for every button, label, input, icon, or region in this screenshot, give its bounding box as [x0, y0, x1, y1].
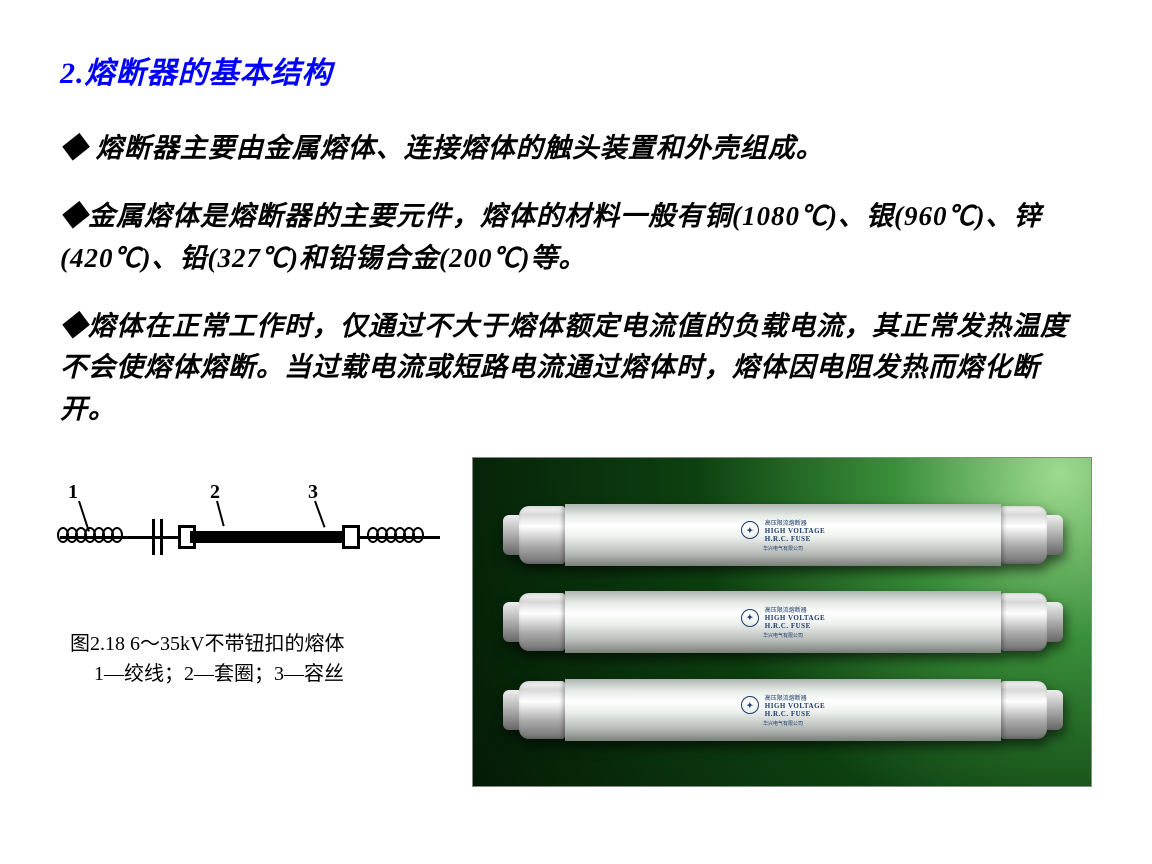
diagram-collar-right [342, 525, 360, 549]
fuse-tube-1: ✦ 高压限流熔断器 HIGH VOLTAGE H.R.C. FUSE 华兴电气有… [503, 502, 1063, 568]
fuse-cap-left [519, 593, 565, 651]
diagram-coil-right [370, 527, 440, 547]
fuse-cap-right [1001, 593, 1047, 651]
section-title: 2.熔断器的基本结构 [60, 48, 1092, 92]
fuse-cap-left [519, 506, 565, 564]
fuse-body: ✦ 高压限流熔断器 HIGH VOLTAGE H.R.C. FUSE 华兴电气有… [565, 591, 1001, 653]
fuse-tip-left [503, 515, 519, 555]
diagram-fuse-wire [190, 531, 350, 543]
caption-line-1: 图2.18 6～35kV不带钮扣的熔体 [70, 629, 452, 659]
fuse-label-en1: HIGH VOLTAGE [765, 527, 825, 535]
fuse-photo: ✦ 高压限流熔断器 HIGH VOLTAGE H.R.C. FUSE 华兴电气有… [472, 457, 1092, 787]
diagram-caption: 图2.18 6～35kV不带钮扣的熔体 1—绞线；2—套圈；3—容丝 [60, 629, 452, 689]
fuse-logo-icon: ✦ [741, 696, 759, 714]
fuse-label-maker: 华兴电气有限公司 [763, 632, 803, 639]
fuse-logo-icon: ✦ [741, 609, 759, 627]
fuse-label-en2: H.R.C. FUSE [765, 535, 825, 543]
fuse-tip-right [1047, 690, 1063, 730]
fuse-label-maker: 华兴电气有限公司 [763, 720, 803, 727]
paragraph-2: ◆金属熔体是熔断器的主要元件，熔体的材料一般有铜(1080℃)、银(960℃)、… [60, 196, 1092, 280]
fuse-tube-2: ✦ 高压限流熔断器 HIGH VOLTAGE H.R.C. FUSE 华兴电气有… [503, 589, 1063, 655]
slide-container: 2.熔断器的基本结构 ◆ 熔断器主要由金属熔体、连接熔体的触头装置和外壳组成。 … [0, 0, 1152, 864]
fuse-logo-icon: ✦ [741, 521, 759, 539]
right-column: ✦ 高压限流熔断器 HIGH VOLTAGE H.R.C. FUSE 华兴电气有… [472, 457, 1092, 787]
fuse-cap-right [1001, 681, 1047, 739]
fuse-tip-right [1047, 602, 1063, 642]
fuse-label-en1: HIGH VOLTAGE [765, 614, 825, 622]
fuse-label-en2: H.R.C. FUSE [765, 710, 825, 718]
fuse-label: ✦ 高压限流熔断器 HIGH VOLTAGE H.R.C. FUSE 华兴电气有… [713, 690, 853, 730]
diagram-cutmark-a [152, 519, 155, 555]
fuse-label-cn: 高压限流熔断器 [765, 693, 825, 702]
leader-line-2 [216, 501, 225, 527]
fuse-label-en2: H.R.C. FUSE [765, 622, 825, 630]
fuse-label-en1: HIGH VOLTAGE [765, 702, 825, 710]
fuse-cap-left [519, 681, 565, 739]
diagram-label-1: 1 [68, 481, 78, 504]
paragraph-3: ◆熔体在正常工作时，仅通过不大于熔体额定电流值的负载电流，其正常发热温度不会使熔… [60, 306, 1092, 432]
fuse-tip-right [1047, 515, 1063, 555]
fuse-label-cn: 高压限流熔断器 [765, 605, 825, 614]
fuse-label-maker: 华兴电气有限公司 [763, 545, 803, 552]
lower-row: 1 2 3 图2.18 6～35kV不带钮扣 [60, 457, 1092, 787]
fuse-body: ✦ 高压限流熔断器 HIGH VOLTAGE H.R.C. FUSE 华兴电气有… [565, 679, 1001, 741]
leader-line-3 [314, 501, 325, 528]
paragraph-1: ◆ 熔断器主要由金属熔体、连接熔体的触头装置和外壳组成。 [60, 128, 1092, 170]
fuse-label-cn: 高压限流熔断器 [765, 518, 825, 527]
diagram-cutmark-b [160, 519, 163, 555]
fuse-tip-left [503, 690, 519, 730]
fuse-label: ✦ 高压限流熔断器 HIGH VOLTAGE H.R.C. FUSE 华兴电气有… [713, 602, 853, 642]
fuse-element-diagram: 1 2 3 [60, 481, 440, 571]
fuse-tip-left [503, 602, 519, 642]
diagram-coil-left [60, 527, 150, 547]
caption-line-2: 1—绞线；2—套圈；3—容丝 [70, 659, 452, 689]
fuse-label: ✦ 高压限流熔断器 HIGH VOLTAGE H.R.C. FUSE 华兴电气有… [713, 515, 853, 555]
fuse-tube-3: ✦ 高压限流熔断器 HIGH VOLTAGE H.R.C. FUSE 华兴电气有… [503, 677, 1063, 743]
left-column: 1 2 3 图2.18 6～35kV不带钮扣 [60, 457, 452, 787]
fuse-cap-right [1001, 506, 1047, 564]
fuse-body: ✦ 高压限流熔断器 HIGH VOLTAGE H.R.C. FUSE 华兴电气有… [565, 504, 1001, 566]
